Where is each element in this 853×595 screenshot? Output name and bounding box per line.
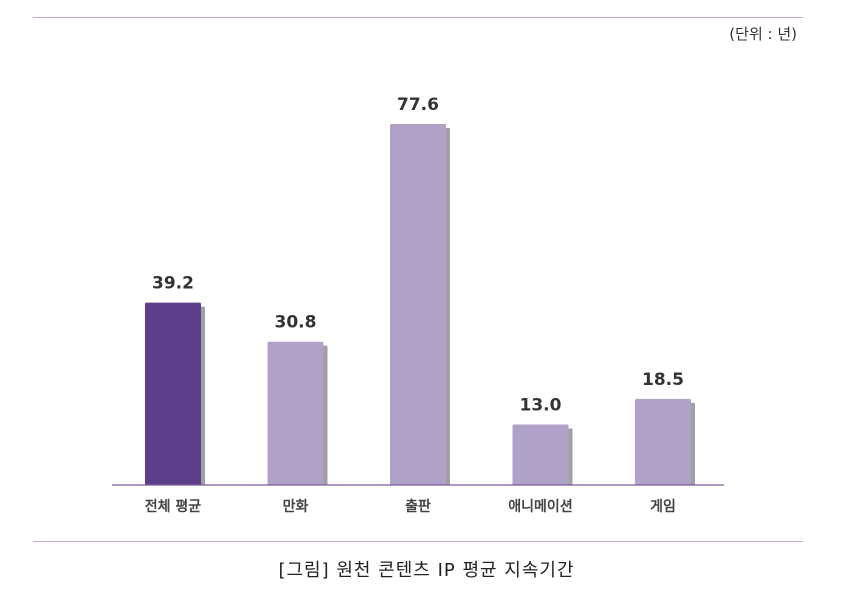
category-label: 전체 평균: [145, 498, 202, 515]
data-label: 13.0: [520, 396, 562, 416]
category-label: 만화: [283, 499, 309, 515]
bar: [390, 124, 446, 485]
data-label: 39.2: [152, 274, 194, 294]
bar-chart: 39.2 전체 평균 30.8 만화 77.6 출판 13.0 애니메이션 18.5 게임: [112, 95, 724, 515]
bar: [635, 398, 691, 485]
bar: [145, 302, 201, 485]
category-label: 출판: [405, 498, 431, 515]
category-label: 애니메이션: [508, 498, 572, 515]
data-label: 18.5: [642, 370, 684, 390]
unit-label: (단위 : 년): [729, 25, 797, 43]
bar: [267, 341, 324, 485]
bar: [512, 424, 569, 485]
top-divider-line: [33, 17, 803, 18]
figure-caption: [그림] 원천 콘텐츠 IP 평균 지속기간: [278, 560, 575, 581]
category-label: 게임: [650, 499, 676, 515]
data-label: 30.8: [275, 313, 317, 333]
bottom-divider-line: [33, 541, 803, 542]
data-label: 77.6: [397, 95, 439, 115]
